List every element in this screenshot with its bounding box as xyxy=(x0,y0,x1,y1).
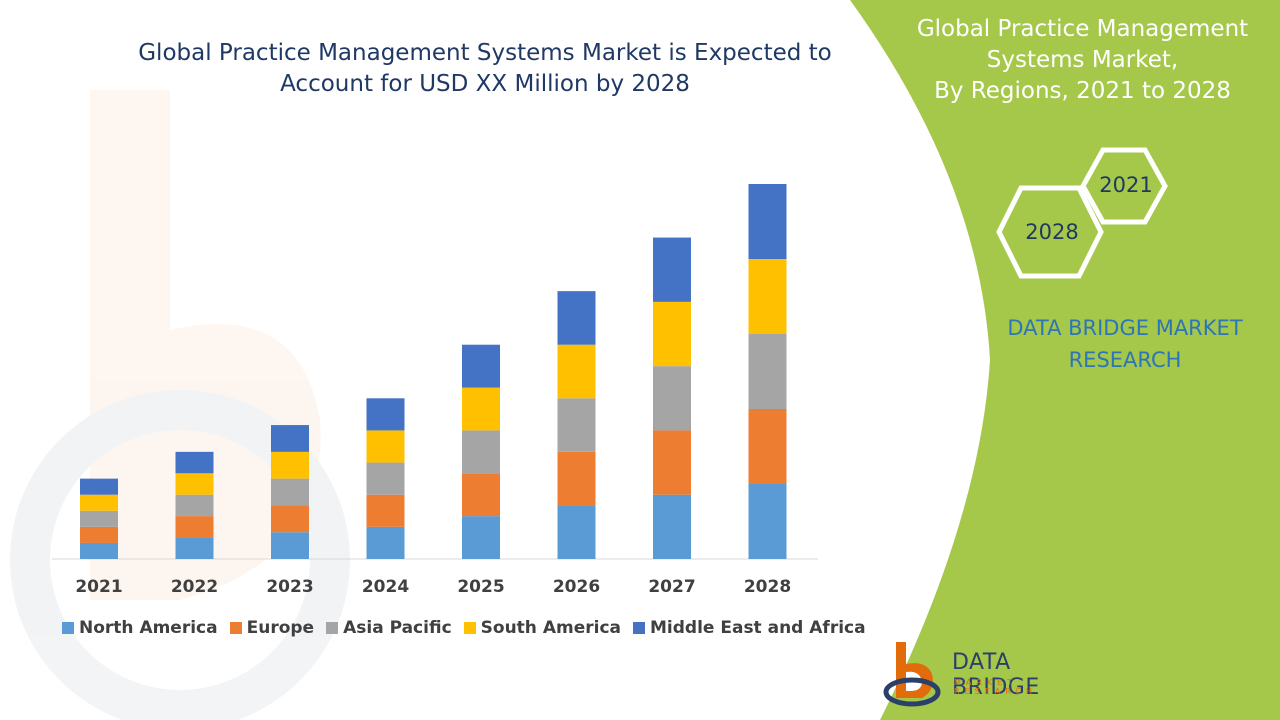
bar-2025-europe xyxy=(462,473,500,517)
x-tick-label: 2024 xyxy=(362,577,409,597)
bar-2028-south-america xyxy=(748,259,787,334)
right-title-line2: Systems Market, xyxy=(986,47,1179,73)
bar-2026-south-america xyxy=(557,344,596,399)
bar-2022-europe xyxy=(175,516,214,538)
x-tick-label: 2021 xyxy=(75,577,122,597)
bar-2022-asia-pacific xyxy=(175,494,214,517)
bar-2026-europe xyxy=(557,451,596,506)
legend-swatch xyxy=(463,622,476,634)
hex-label-2028: 2028 xyxy=(1025,220,1079,244)
logo-b-icon xyxy=(883,642,941,707)
right-title-line1: Global Practice Management xyxy=(916,16,1249,42)
bar-2026-asia-pacific xyxy=(557,398,596,452)
hex-label-2021: 2021 xyxy=(1099,173,1153,197)
legend-item: Middle East and Africa xyxy=(633,618,866,638)
bar-2027-south-america xyxy=(653,301,691,367)
legend-item: Europe xyxy=(229,618,315,638)
bar-2025-middle-east-and-africa xyxy=(462,344,500,388)
bar-2022-south-america xyxy=(175,473,214,495)
hex-2021 xyxy=(1080,147,1168,225)
legend-label: North America xyxy=(79,618,218,638)
brand-line2: RESEARCH xyxy=(1068,348,1182,372)
legend-swatch xyxy=(326,622,339,634)
bar-2021-north-america xyxy=(80,542,118,559)
right-panel-title: Global Practice Management Systems Marke… xyxy=(905,14,1260,107)
bar-2026-north-america xyxy=(557,505,596,559)
bar-2023-north-america xyxy=(271,532,309,559)
bar-2024-europe xyxy=(366,494,405,527)
right-title-line3: By Regions, 2021 to 2028 xyxy=(934,78,1231,104)
bar-2023-asia-pacific xyxy=(271,478,309,506)
legend-item: Asia Pacific xyxy=(326,618,452,638)
watermark-logo-ring xyxy=(10,390,350,720)
legend-item: South America xyxy=(463,618,621,638)
green-panel xyxy=(850,0,1280,720)
brand-text: DATA BRIDGE MARKET RESEARCH xyxy=(985,312,1265,376)
bar-2027-europe xyxy=(653,430,691,495)
legend-label: Asia Pacific xyxy=(343,618,452,638)
bar-2022-middle-east-and-africa xyxy=(175,451,214,474)
bar-2027-asia-pacific xyxy=(653,366,691,431)
x-tick-label: 2023 xyxy=(266,577,313,597)
bar-2026-middle-east-and-africa xyxy=(557,291,596,345)
bar-2024-north-america xyxy=(366,526,405,559)
bar-2027-north-america xyxy=(653,494,691,559)
chart-legend: North America Europe Asia Pacific South Ame… xyxy=(62,616,866,640)
bar-2021-middle-east-and-africa xyxy=(80,478,118,495)
bar-2024-middle-east-and-africa xyxy=(366,398,405,431)
legend-label: Middle East and Africa xyxy=(650,618,866,638)
watermark xyxy=(10,90,350,720)
watermark-logo-b xyxy=(90,90,321,600)
bar-2024-asia-pacific xyxy=(366,462,405,495)
bar-2025-south-america xyxy=(462,387,500,431)
chart-title: Global Practice Management Systems Marke… xyxy=(138,40,832,97)
bar-2028-middle-east-and-africa xyxy=(748,184,787,259)
company-logo: DATA BRIDGE MARKET RESEARCH xyxy=(882,640,1102,710)
hex-2028 xyxy=(996,185,1104,279)
bar-2023-middle-east-and-africa xyxy=(271,425,309,452)
brand-line1: DATA BRIDGE MARKET xyxy=(1007,316,1243,340)
bar-2021-south-america xyxy=(80,494,118,511)
x-tick-label: 2026 xyxy=(553,577,600,597)
bar-2028-asia-pacific xyxy=(748,334,787,409)
x-tick-label: 2022 xyxy=(171,577,218,597)
bar-2028-europe xyxy=(748,409,787,484)
bar-2025-asia-pacific xyxy=(462,430,500,474)
bar-2025-north-america xyxy=(462,516,500,559)
bar-2022-north-america xyxy=(175,537,214,559)
legend-item: North America xyxy=(62,618,218,638)
x-tick-label: 2027 xyxy=(648,577,695,597)
bar-2023-south-america xyxy=(271,451,309,479)
bar-2021-europe xyxy=(80,526,118,543)
bar-2027-middle-east-and-africa xyxy=(653,237,691,302)
x-tick-label: 2025 xyxy=(457,577,504,597)
legend-swatch xyxy=(229,622,242,634)
bar-2021-asia-pacific xyxy=(80,510,118,527)
logo-subtitle: MARKET RESEARCH xyxy=(954,678,1037,696)
logo-name: DATA BRIDGE xyxy=(952,650,1040,700)
x-tick-label: 2028 xyxy=(744,577,791,597)
legend-label: South America xyxy=(480,618,621,638)
legend-swatch xyxy=(633,622,645,634)
bar-2023-europe xyxy=(271,505,309,533)
legend-swatch xyxy=(62,622,74,634)
bar-2024-south-america xyxy=(366,430,405,463)
bar-2028-north-america xyxy=(748,484,787,559)
legend-label: Europe xyxy=(246,618,315,638)
